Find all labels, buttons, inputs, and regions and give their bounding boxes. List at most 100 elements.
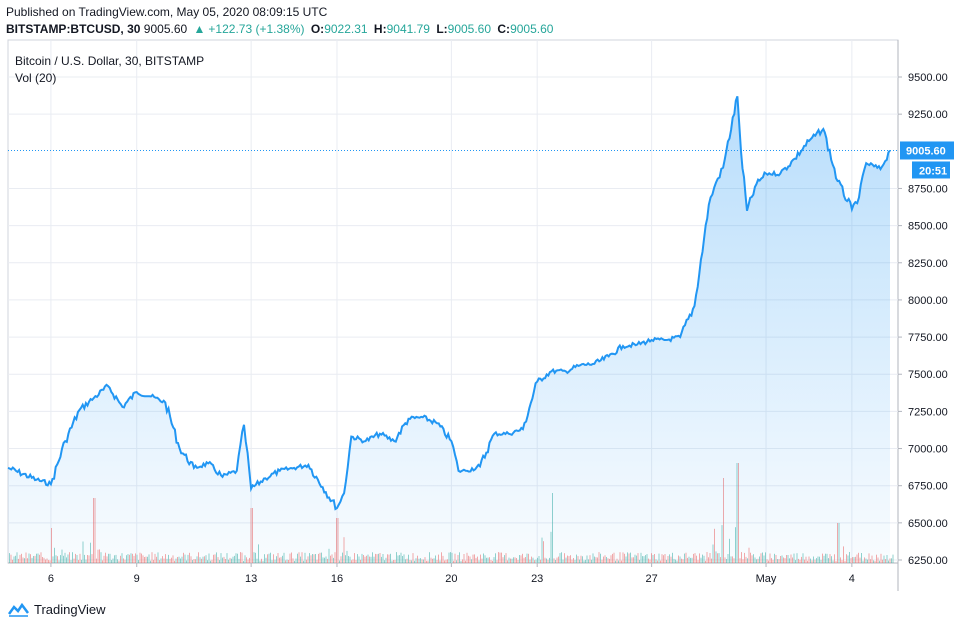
x-tick-label: 16 — [331, 573, 343, 585]
volume-bar — [175, 558, 177, 563]
volume-bar — [420, 558, 421, 563]
volume-bar — [430, 557, 432, 563]
volume-bar — [478, 560, 480, 563]
volume-bar — [306, 559, 307, 563]
volume-bar — [579, 559, 580, 563]
volume-bar — [405, 559, 406, 563]
volume-bar — [766, 559, 768, 563]
volume-bar — [303, 560, 304, 563]
volume-bar — [186, 560, 187, 563]
volume-bar — [288, 560, 289, 563]
price-change: +122.73 (+1.38%) — [208, 22, 305, 36]
volume-bar — [853, 557, 855, 563]
volume-bar — [256, 558, 258, 563]
volume-bar — [555, 560, 556, 563]
volume-bar — [562, 559, 564, 563]
volume-bar — [877, 557, 879, 563]
volume-bar — [535, 559, 537, 563]
volume-bar — [217, 557, 219, 563]
volume-bar — [43, 557, 45, 563]
volume-bar — [601, 559, 603, 563]
volume-bar — [199, 557, 201, 563]
volume-bar — [720, 557, 721, 563]
volume-bar — [534, 560, 535, 563]
x-tick-label: 13 — [245, 573, 257, 585]
volume-bar — [48, 560, 49, 563]
volume-bar — [355, 560, 357, 563]
low-label: L: — [436, 22, 448, 36]
volume-bar — [322, 557, 324, 563]
volume-bar — [726, 559, 727, 563]
volume-bar — [432, 558, 433, 563]
volume-bar — [864, 557, 865, 563]
price-line — [7, 95, 891, 511]
volume-bar — [772, 559, 774, 563]
volume-bar — [406, 558, 408, 563]
volume-bar — [792, 557, 793, 563]
volume-bar — [816, 558, 817, 563]
volume-bar — [648, 558, 649, 563]
volume-bar — [850, 558, 852, 563]
volume-bar — [828, 558, 829, 563]
volume-bar — [862, 560, 864, 563]
volume-bar — [150, 560, 151, 563]
y-axis: 6250.00 6500.00 6750.00 7000.00 7250.00 7500.… — [898, 72, 948, 567]
volume-bar — [462, 559, 463, 563]
volume-bar — [804, 559, 805, 563]
low-value: 9005.60 — [447, 22, 492, 36]
volume-bar — [547, 559, 549, 563]
tradingview-logo-icon — [8, 602, 29, 617]
volume-bar — [832, 560, 834, 563]
volume-bar — [517, 560, 519, 563]
x-tick-label: 27 — [645, 573, 657, 585]
volume-bar — [675, 559, 676, 563]
volume-bar — [553, 558, 555, 563]
volume-bar — [160, 558, 162, 563]
volume-bar — [789, 558, 790, 563]
volume-bar — [159, 560, 160, 563]
volume-bar — [711, 558, 712, 563]
countdown-tag-label: 20:51 — [919, 165, 947, 177]
volume-bar — [70, 560, 72, 563]
last-price: 9005.60 — [143, 22, 188, 36]
volume-bar — [238, 558, 240, 563]
volume-bar — [841, 560, 843, 563]
volume-bar — [22, 557, 24, 563]
volume-bar — [889, 558, 891, 563]
volume-bar — [324, 557, 325, 563]
volume-bar — [339, 560, 340, 563]
volume-bar — [502, 557, 504, 563]
volume-bar — [385, 557, 387, 563]
volume-bar — [409, 560, 411, 563]
volume-bar — [66, 557, 67, 563]
volume-bar — [243, 561, 244, 563]
volume-bar — [874, 560, 876, 563]
volume-bar — [225, 559, 226, 563]
volume-bar — [421, 559, 423, 563]
volume-bar — [475, 557, 477, 563]
volume-bar — [807, 560, 808, 563]
volume-bar — [681, 558, 682, 563]
volume-bar — [891, 558, 892, 563]
volume-bar — [597, 557, 598, 563]
volume-bar — [840, 557, 841, 563]
volume-bar — [414, 560, 415, 563]
volume-bar — [666, 559, 667, 563]
volume-bar — [295, 558, 297, 563]
volume-bar — [511, 558, 513, 563]
volume-bar — [573, 558, 574, 563]
volume-bar — [18, 558, 19, 563]
volume-bar — [210, 560, 211, 563]
volume-bar — [565, 557, 567, 563]
volume-bar — [859, 557, 861, 563]
volume-bar — [117, 559, 118, 563]
volume-bar — [96, 558, 97, 563]
volume-bar — [351, 560, 352, 563]
x-tick-label: 6 — [48, 573, 54, 585]
tradingview-brand[interactable]: TradingView — [8, 602, 106, 617]
volume-bar — [58, 560, 60, 563]
volume-bar — [439, 560, 441, 563]
volume-bar — [810, 558, 811, 563]
